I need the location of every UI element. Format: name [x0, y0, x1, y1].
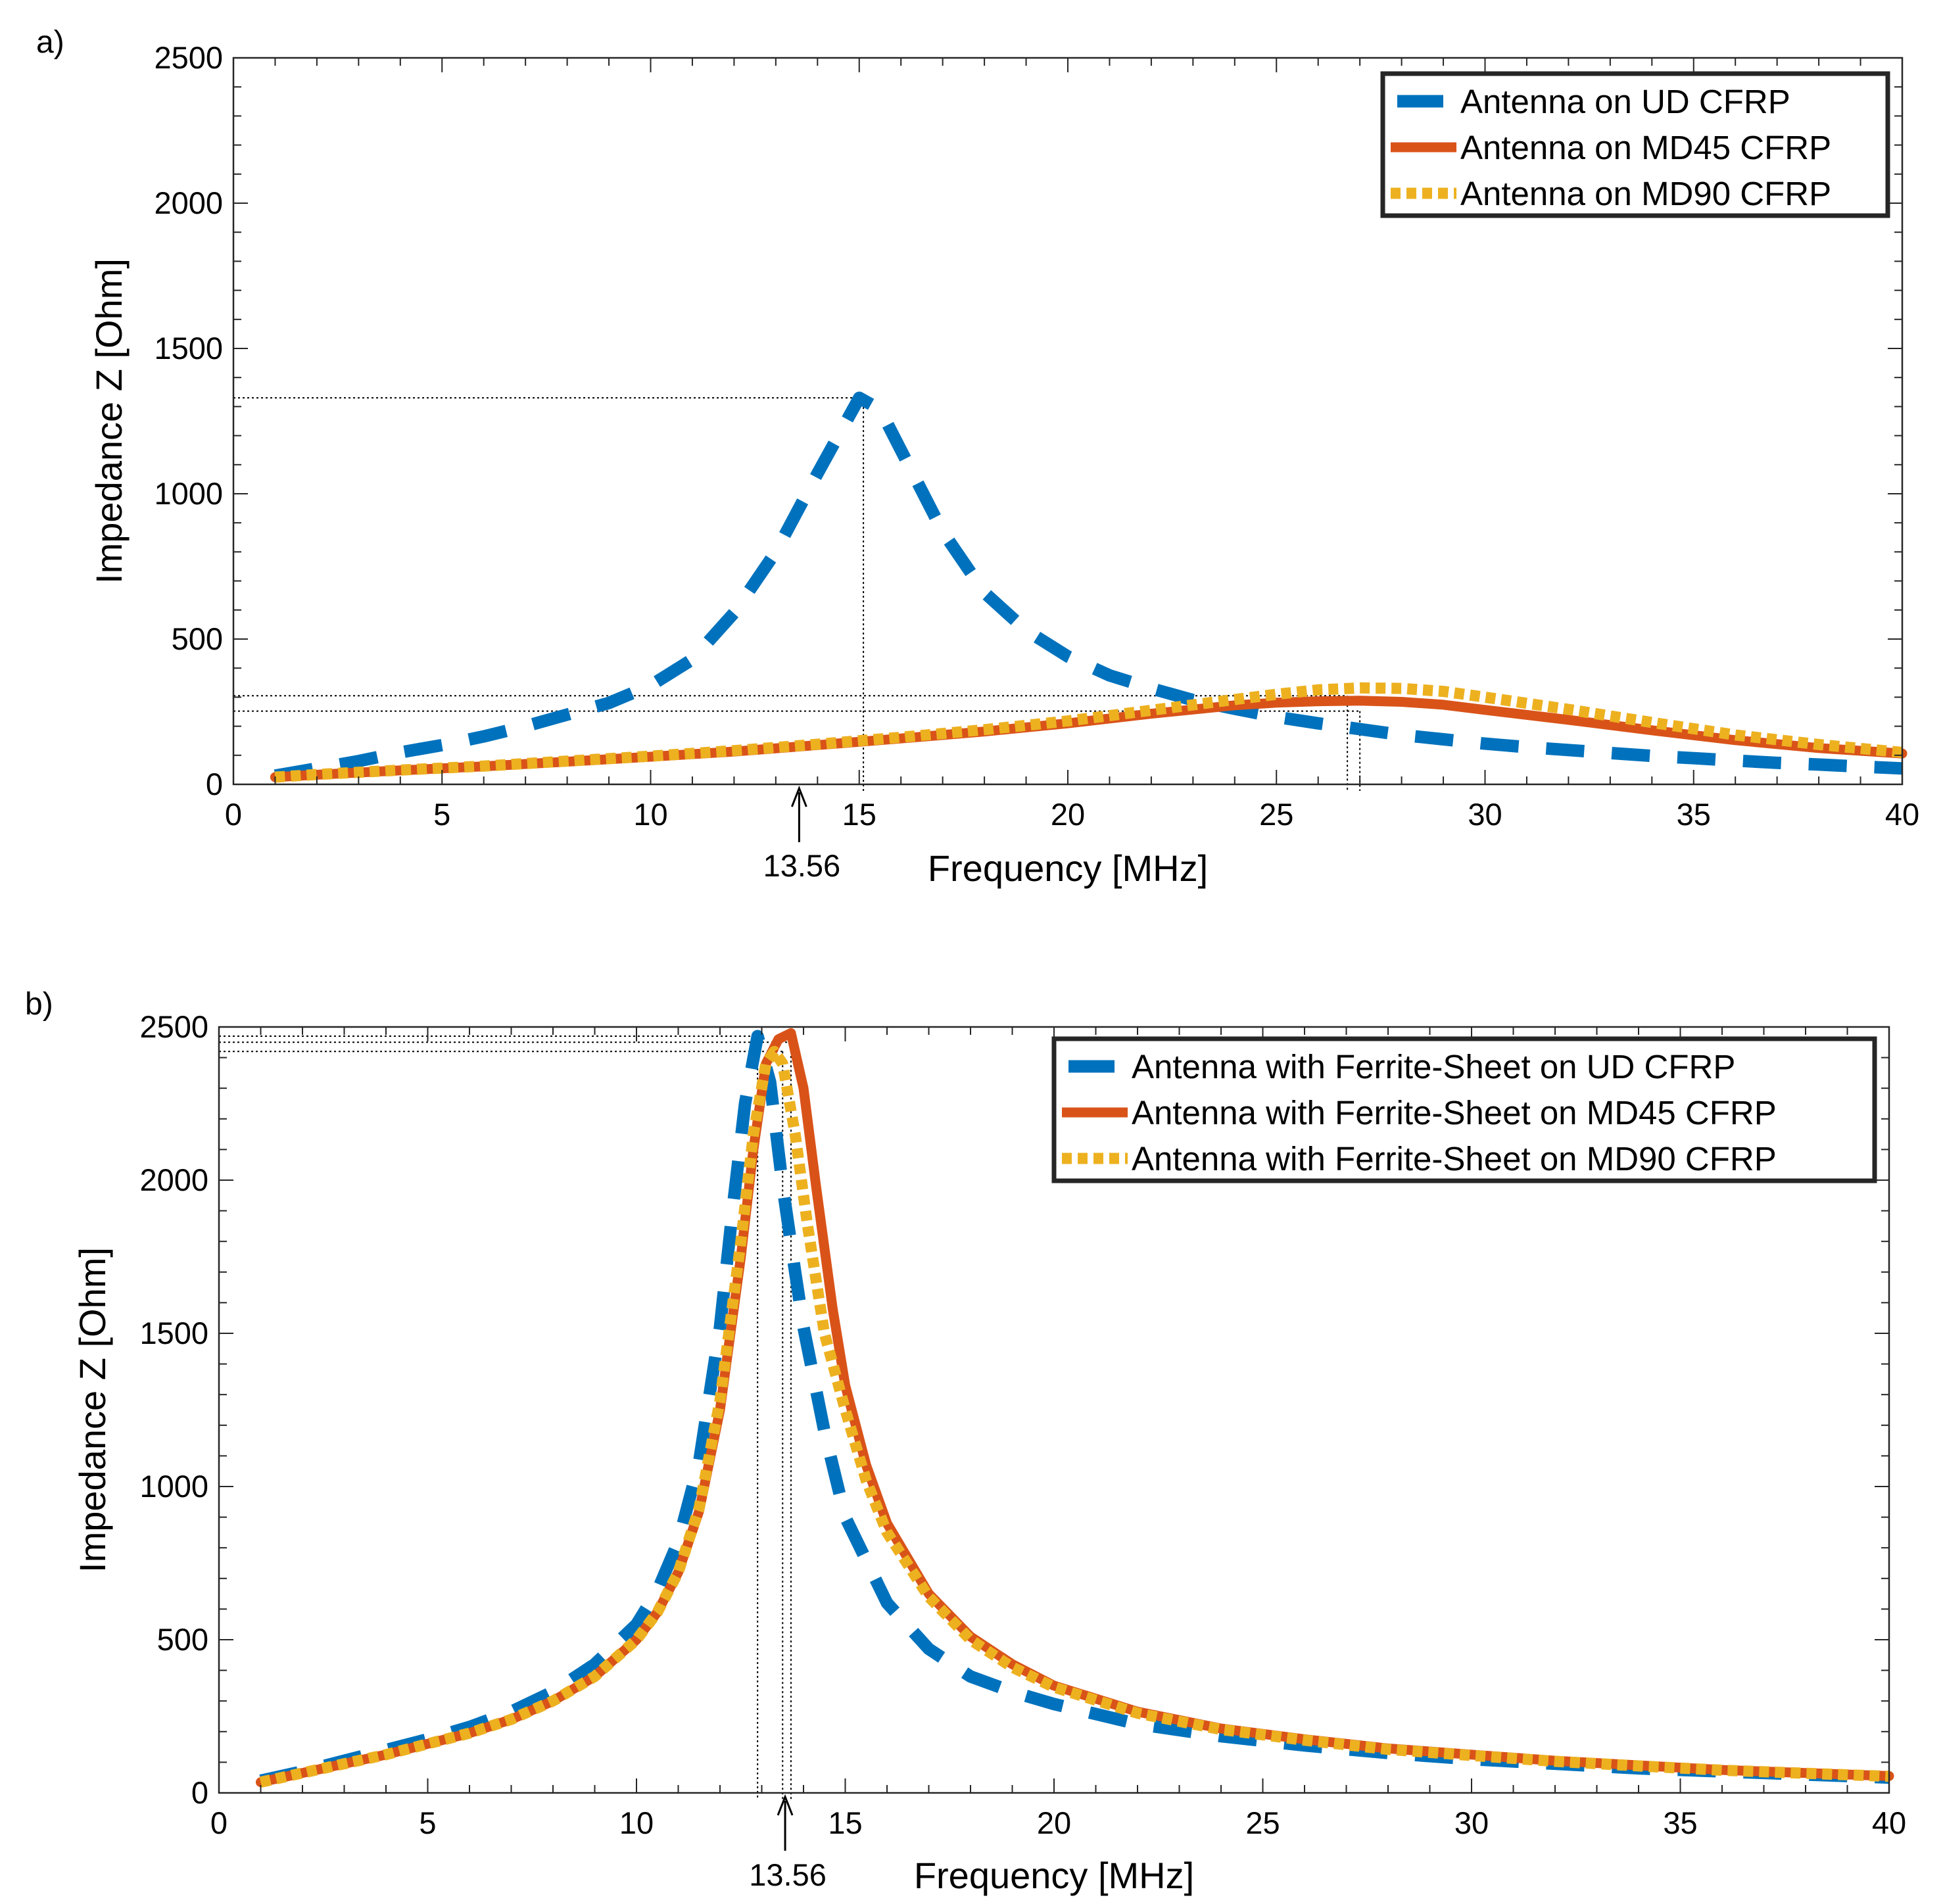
- x-axis: 0 5 10 15 20 25 30 35 40: [225, 58, 1919, 832]
- x-tick-label: 30: [1468, 797, 1502, 832]
- x-axis-label: Frequency [MHz]: [914, 1855, 1194, 1896]
- x-tick-label: 5: [419, 1805, 436, 1840]
- x-tick-label: 15: [842, 797, 876, 832]
- panel-label: b): [25, 987, 53, 1022]
- panel-label: a): [36, 25, 64, 60]
- x-tick-label: 20: [1037, 1805, 1071, 1840]
- x-tick-label: 0: [210, 1805, 228, 1840]
- x-tick-label: 35: [1677, 797, 1711, 832]
- series-group: [270, 391, 1907, 783]
- x-tick-label: 5: [433, 797, 450, 832]
- y-tick-label: 500: [157, 1622, 208, 1657]
- series-line-dotted: [259, 1045, 1890, 1788]
- legend: Antenna with Ferrite-Sheet on UD CFRP Ant…: [1051, 1036, 1877, 1183]
- legend-entry-label: Antenna with Ferrite-Sheet on UD CFRP: [1132, 1048, 1735, 1085]
- x-tick-label: 20: [1051, 797, 1085, 832]
- frequency-annotation: 13.56: [749, 1794, 827, 1892]
- y-tick-label: 1000: [139, 1469, 208, 1504]
- x-tick-label: 10: [619, 1805, 654, 1840]
- y-axis-label: Impedance Z [Ohm]: [88, 258, 130, 584]
- y-axis: 0 500 1000 1500 2000 2500: [139, 1009, 1889, 1810]
- x-tick-label: 35: [1663, 1805, 1697, 1840]
- legend-entry-label: Antenna with Ferrite-Sheet on MD45 CFRP: [1132, 1094, 1777, 1131]
- legend-box: [1051, 1036, 1877, 1183]
- y-tick-label: 2000: [154, 185, 223, 220]
- series-line-dashed: [274, 391, 1903, 782]
- panel-a: a) 0 5 10 15 20 25 30 35 40 0 500 1000 1500 2000 2500 Fr…: [36, 25, 1919, 889]
- y-axis-label: Impedance Z [Ohm]: [72, 1247, 113, 1573]
- annotation-label: 13.56: [763, 848, 841, 883]
- x-tick-label: 40: [1872, 1805, 1906, 1840]
- x-axis: 0 5 10 15 20 25 30 35 40: [210, 1027, 1906, 1840]
- arrow-head-icon: [777, 1794, 794, 1816]
- x-tick-label: 30: [1454, 1805, 1489, 1840]
- x-tick-label: 40: [1885, 797, 1919, 832]
- reference-lines: [219, 1035, 792, 1799]
- frequency-annotation: 13.56: [763, 785, 841, 883]
- x-tick-label: 25: [1259, 797, 1293, 832]
- legend-entry-label: Antenna on MD45 CFRP: [1460, 129, 1831, 166]
- series-line-dotted: [274, 682, 1903, 783]
- x-tick-label: 25: [1245, 1805, 1280, 1840]
- y-tick-label: 500: [172, 621, 223, 656]
- panel-b: b) 0 5 10 15 20 25 30 35 40 0 500 1000 1500 2000 2500 Fr…: [25, 987, 1906, 1896]
- annotation-label: 13.56: [749, 1857, 827, 1892]
- y-tick-label: 2500: [139, 1009, 208, 1044]
- legend-box: [1380, 71, 1890, 218]
- reference-lines: [233, 397, 1361, 791]
- x-axis-label: Frequency [MHz]: [928, 847, 1208, 889]
- y-tick-label: 2000: [139, 1162, 208, 1197]
- x-tick-label: 10: [633, 797, 667, 832]
- y-tick-label: 0: [191, 1775, 208, 1810]
- legend-entry-label: Antenna on MD90 CFRP: [1460, 175, 1831, 212]
- x-tick-label: 0: [225, 797, 242, 832]
- legend-entry-label: Antenna on UD CFRP: [1460, 83, 1790, 120]
- y-tick-label: 1500: [154, 331, 223, 366]
- legend: Antenna on UD CFRP Antenna on MD45 CFRP An…: [1380, 71, 1890, 218]
- series-group: [256, 1028, 1894, 1788]
- y-tick-label: 0: [206, 767, 223, 801]
- y-axis: 0 500 1000 1500 2000 2500: [154, 40, 1902, 801]
- y-tick-label: 2500: [154, 40, 223, 75]
- x-tick-label: 15: [828, 1805, 862, 1840]
- y-tick-label: 1500: [139, 1316, 208, 1350]
- arrow-head-icon: [790, 785, 807, 807]
- y-tick-label: 1000: [154, 476, 223, 511]
- legend-entry-label: Antenna with Ferrite-Sheet on MD90 CFRP: [1132, 1140, 1777, 1178]
